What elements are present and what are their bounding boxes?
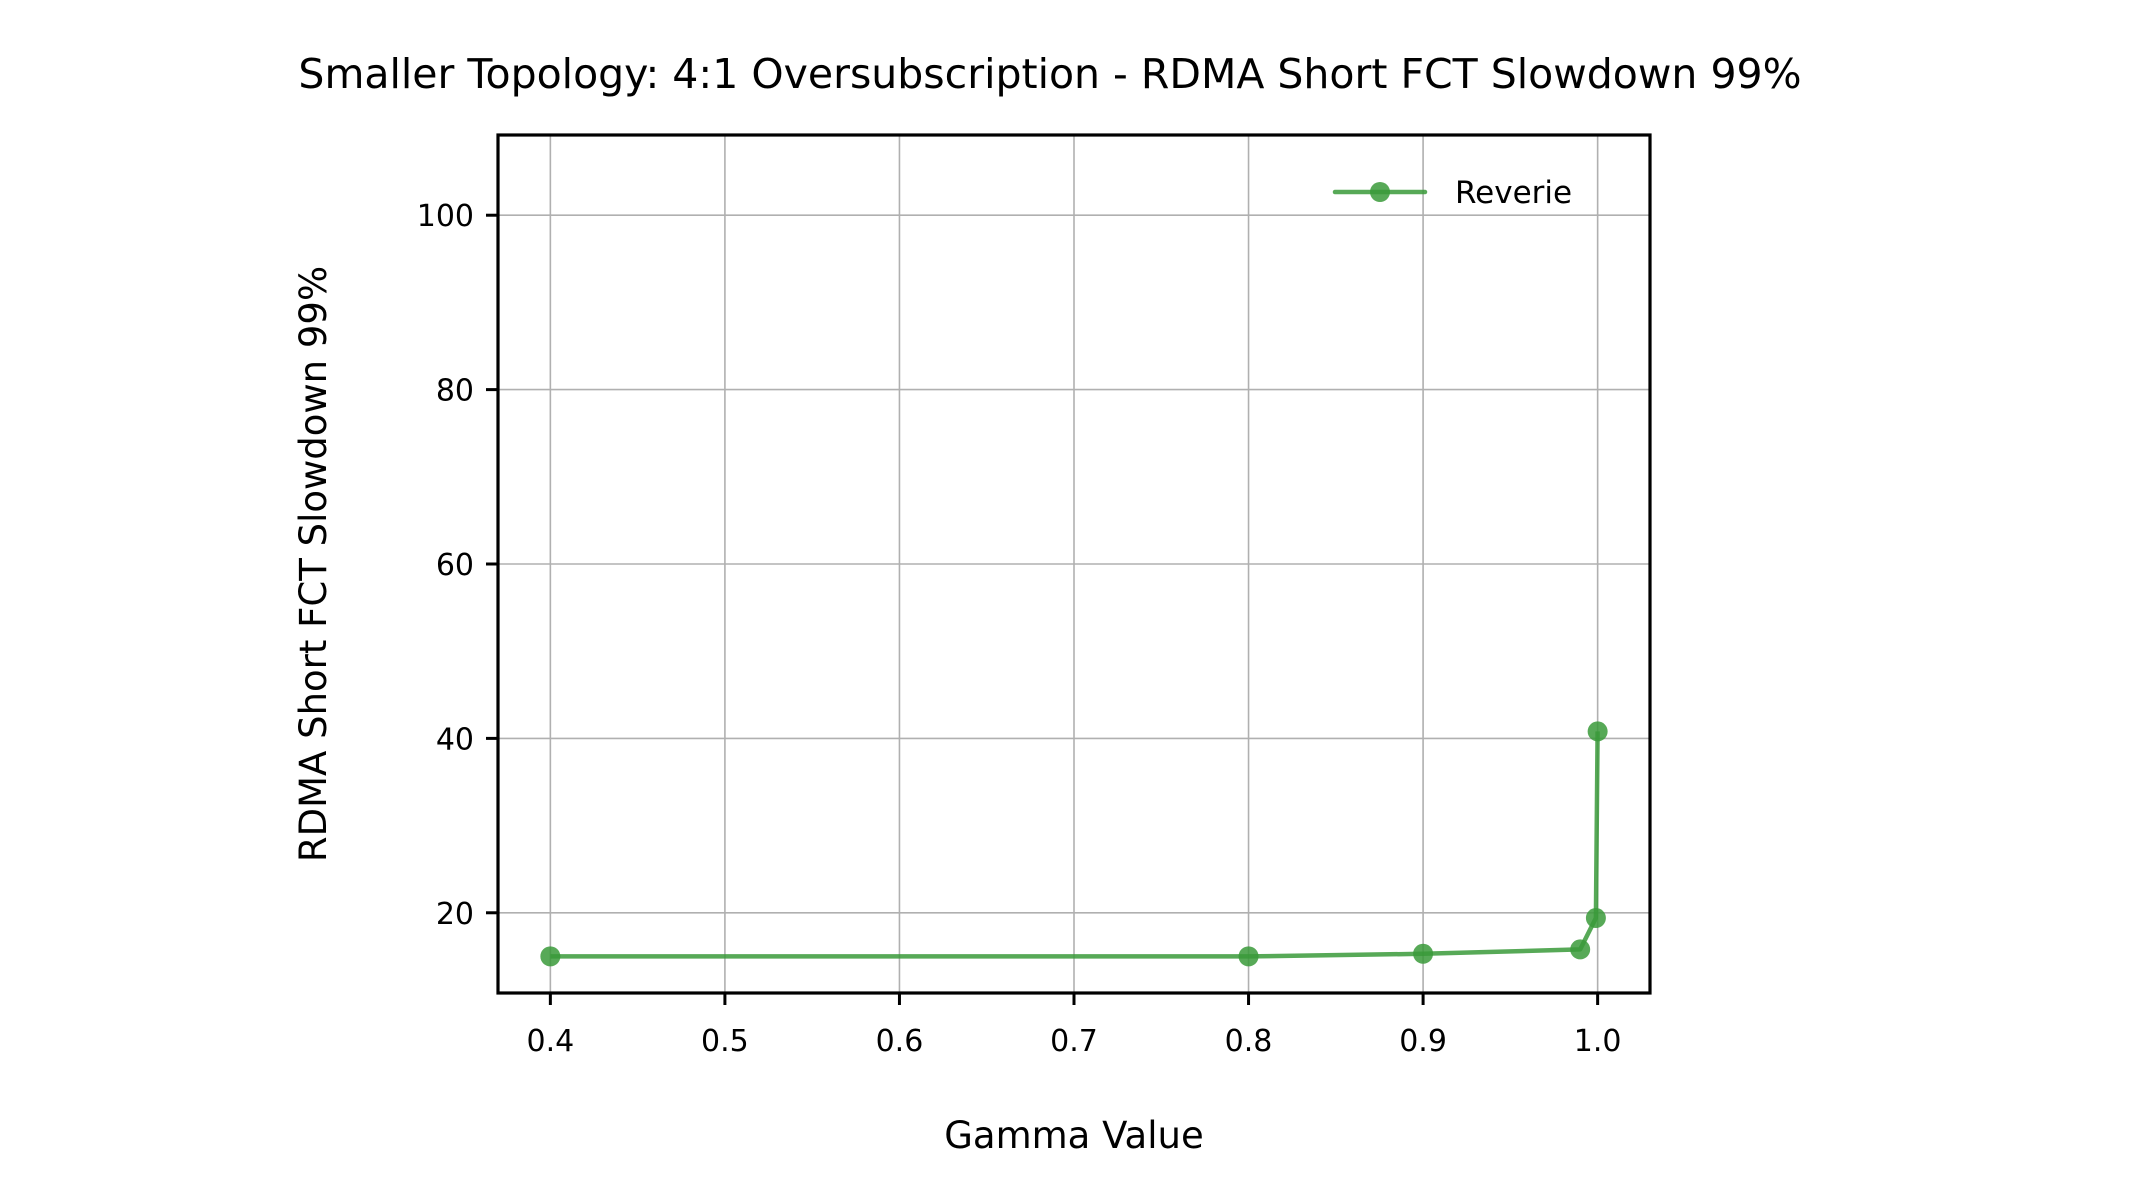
- x-tick-label: 0.7: [1050, 1024, 1098, 1059]
- data-point: [540, 946, 561, 967]
- y-tick-label: 20: [436, 897, 474, 932]
- x-tick-label: 0.4: [527, 1024, 575, 1059]
- x-axis-label: Gamma Value: [944, 1114, 1203, 1157]
- grid: [498, 135, 1650, 993]
- x-axis: 0.4 0.5 0.6 0.7 0.8 0.9 1.0: [527, 993, 1622, 1059]
- data-point: [1587, 721, 1608, 742]
- data-point: [1585, 908, 1606, 929]
- series-layer: [540, 721, 1608, 967]
- legend-marker-reverie: [1370, 182, 1390, 202]
- legend-label-reverie: Reverie: [1455, 175, 1572, 211]
- x-tick-label: 0.9: [1399, 1024, 1447, 1059]
- y-tick-label: 40: [436, 722, 474, 757]
- y-axis-label: RDMA Short FCT Slowdown 99%: [292, 266, 335, 862]
- x-tick-label: 1.0: [1574, 1024, 1622, 1059]
- x-tick-label: 0.8: [1225, 1024, 1273, 1059]
- data-point: [1238, 946, 1259, 967]
- legend: Reverie: [1332, 175, 1572, 211]
- chart-title: Smaller Topology: 4:1 Oversubscription -…: [298, 50, 1801, 98]
- data-point: [1570, 939, 1591, 960]
- y-tick-label: 60: [436, 548, 474, 583]
- data-point: [1413, 943, 1434, 964]
- x-tick-label: 0.5: [701, 1024, 749, 1059]
- x-tick-label: 0.6: [876, 1024, 924, 1059]
- y-axis: 20 40 60 80 100: [417, 199, 498, 932]
- y-tick-label: 100: [417, 199, 474, 234]
- series-line-reverie: [550, 731, 1600, 959]
- y-tick-label: 80: [436, 374, 474, 409]
